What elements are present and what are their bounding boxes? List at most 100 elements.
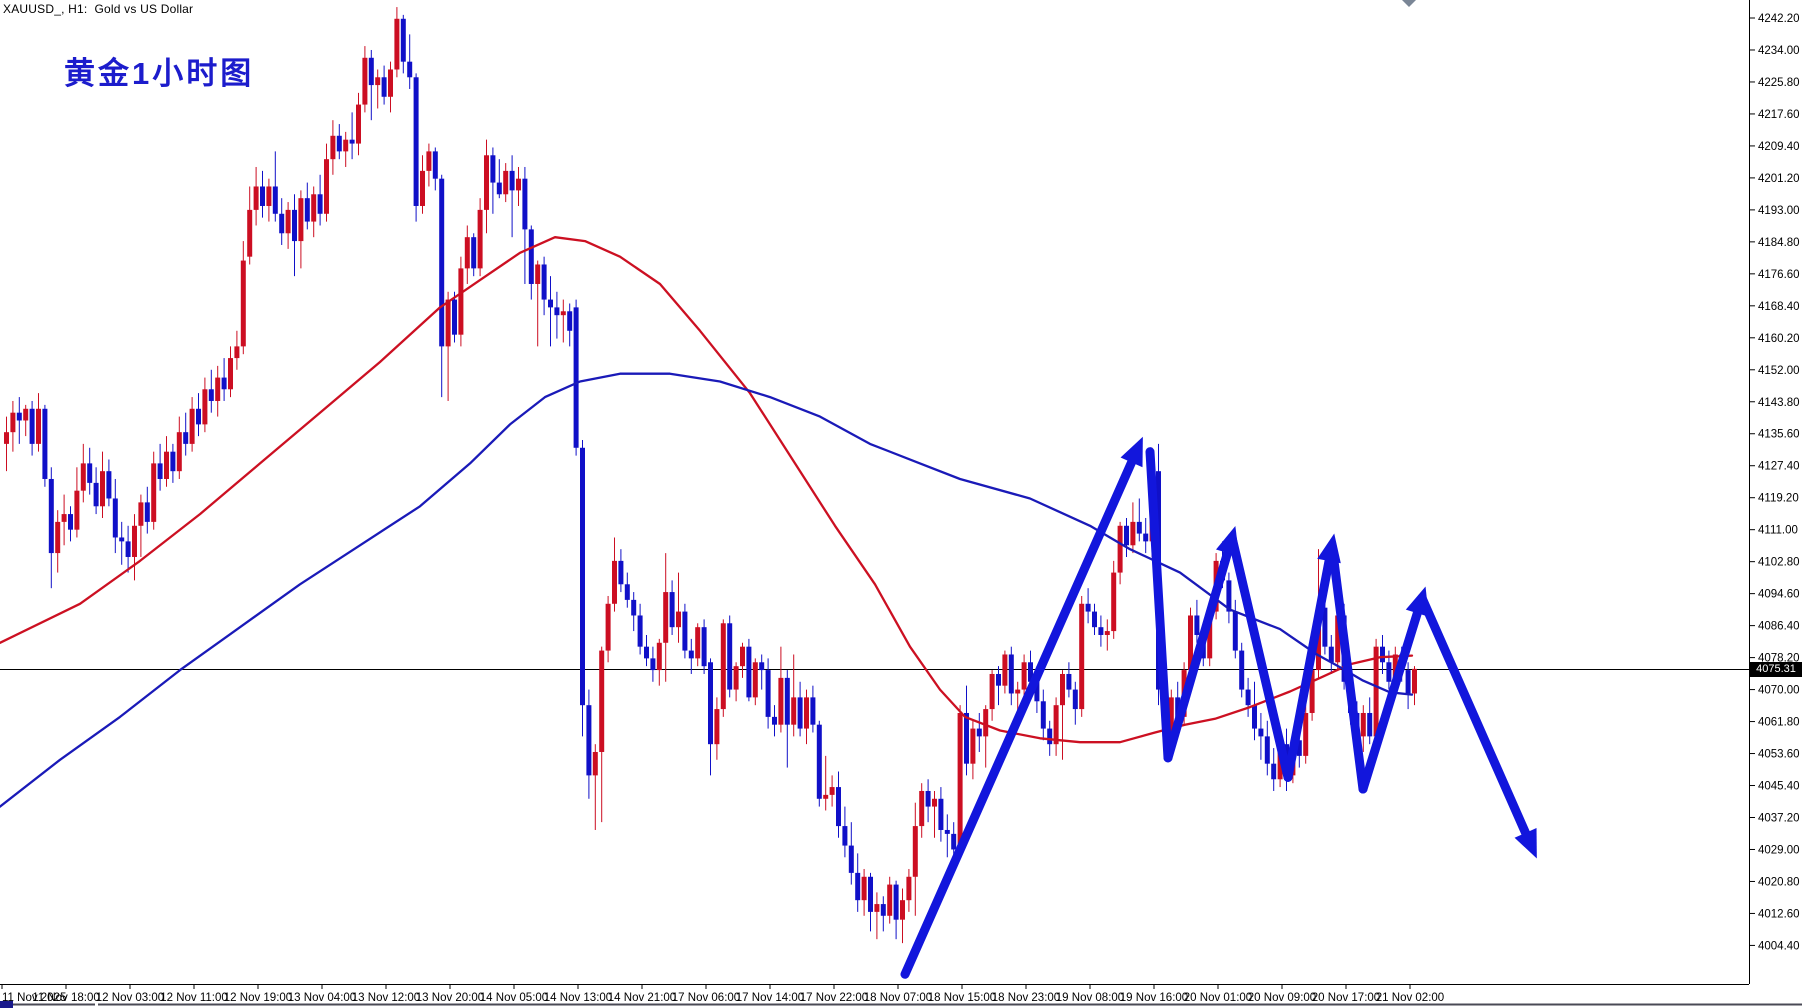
candle-body xyxy=(797,697,803,729)
price-axis-label: 4184.80 xyxy=(1758,237,1800,249)
candle-body xyxy=(176,432,182,472)
candle-body xyxy=(356,104,361,144)
candle-body xyxy=(119,537,125,542)
candle-body xyxy=(752,662,758,698)
candle-body xyxy=(1322,607,1328,647)
candle-body xyxy=(548,299,553,308)
trend-arrow-segment-6[interactable] xyxy=(1358,593,1427,794)
candle-body xyxy=(164,451,169,479)
candle-body xyxy=(1373,646,1379,737)
time-axis-label: 20 Nov 09:00 xyxy=(1248,992,1316,1004)
candle-body xyxy=(842,826,848,846)
candle-body xyxy=(733,666,739,690)
candle-body xyxy=(266,186,272,206)
candle-body xyxy=(16,412,22,421)
price-axis-label: 4037.20 xyxy=(1758,813,1800,825)
candle-body xyxy=(983,709,989,737)
time-axis-label: 17 Nov 22:00 xyxy=(800,992,868,1004)
candle-body xyxy=(1405,670,1411,694)
candle-body xyxy=(829,787,835,795)
candle-body xyxy=(125,541,131,557)
candle-body xyxy=(471,237,477,269)
candle-body xyxy=(464,237,470,269)
candle-body xyxy=(669,592,675,628)
candle-body xyxy=(874,904,880,912)
trend-arrow-segment-0[interactable] xyxy=(900,443,1143,979)
candle-body xyxy=(618,560,624,585)
down-triangle-marker-icon[interactable] xyxy=(1402,0,1416,7)
candle-body xyxy=(887,884,893,916)
candle-body xyxy=(573,307,579,448)
candle-body xyxy=(957,712,963,850)
time-axis-label: 19 Nov 08:00 xyxy=(1056,992,1124,1004)
time-axis-label: 11 Nov 2025 xyxy=(2,992,66,1004)
chart-annotation-text[interactable]: 黄金1小时图 xyxy=(64,56,255,91)
price-axis-label: 4152.00 xyxy=(1758,365,1800,377)
candle-body xyxy=(1239,650,1245,690)
candle-body xyxy=(580,447,585,706)
candle-body xyxy=(285,209,291,234)
candle-body xyxy=(1047,728,1053,745)
candle-body xyxy=(413,77,419,206)
candle-body xyxy=(1060,673,1065,706)
candles-series xyxy=(4,7,1417,944)
candle-body xyxy=(663,592,669,643)
trend-arrow-segment-4[interactable] xyxy=(1283,540,1337,782)
time-axis-label: 21 Nov 02:00 xyxy=(1376,992,1444,1004)
candle-body xyxy=(400,18,406,62)
price-axis-label: 4078.20 xyxy=(1758,653,1800,665)
candle-body xyxy=(1021,662,1027,690)
price-axis-label: 4086.40 xyxy=(1758,621,1800,633)
candle-body xyxy=(1002,654,1008,686)
candle-body xyxy=(394,18,400,70)
candle-body xyxy=(1143,533,1149,542)
time-axis-label: 18 Nov 15:00 xyxy=(928,992,996,1004)
candle-body xyxy=(925,790,931,807)
candle-body xyxy=(1168,697,1174,737)
candle-body xyxy=(93,482,99,507)
trend-arrow-segment-3[interactable] xyxy=(1227,532,1293,782)
candle-body xyxy=(1130,521,1136,546)
candle-body xyxy=(170,451,176,472)
trend-arrowhead-icon[interactable] xyxy=(1514,828,1537,859)
candle-body xyxy=(304,198,310,222)
candle-body xyxy=(1252,705,1257,729)
time-axis-label: 18 Nov 23:00 xyxy=(992,992,1060,1004)
candle-body xyxy=(445,299,451,347)
candle-body xyxy=(740,646,745,667)
candle-body xyxy=(189,408,195,444)
candle-body xyxy=(260,186,265,206)
candle-body xyxy=(234,346,240,359)
candle-body xyxy=(1124,525,1129,546)
trend-arrow-segment-2[interactable] xyxy=(1163,532,1237,763)
candle-body xyxy=(516,178,521,191)
candle-body xyxy=(253,186,259,210)
candle-body xyxy=(586,705,592,776)
trend-arrowhead-icon[interactable] xyxy=(1120,436,1143,468)
candle-body xyxy=(132,525,137,557)
candle-body xyxy=(228,358,233,390)
candle-body xyxy=(746,646,752,698)
candle-body xyxy=(388,69,393,97)
candle-body xyxy=(1098,627,1104,635)
price-axis-label: 4225.80 xyxy=(1758,77,1800,89)
candle-body xyxy=(1104,631,1110,635)
trend-arrow-segment-7[interactable] xyxy=(1417,593,1537,853)
candle-body xyxy=(765,670,771,717)
price-axis-label: 4053.60 xyxy=(1758,749,1800,761)
trend-arrow-segment-1[interactable] xyxy=(1145,447,1173,763)
price-axis-label: 4094.60 xyxy=(1758,589,1800,601)
price-axis-label: 4012.60 xyxy=(1758,908,1800,920)
candle-body xyxy=(1328,646,1334,663)
time-axis-label: 20 Nov 01:00 xyxy=(1184,992,1252,1004)
candle-body xyxy=(791,697,797,725)
time-axis-label: 20 Nov 17:00 xyxy=(1312,992,1380,1004)
candle-body xyxy=(452,299,457,335)
candle-body xyxy=(682,611,688,651)
time-axis-label: 12 Nov 03:00 xyxy=(96,992,164,1004)
trend-arrow-segment-5[interactable] xyxy=(1327,540,1368,794)
time-axis-label: 11 Nov 18:00 xyxy=(32,992,100,1004)
candle-body xyxy=(989,673,995,710)
candle-body xyxy=(183,432,189,444)
